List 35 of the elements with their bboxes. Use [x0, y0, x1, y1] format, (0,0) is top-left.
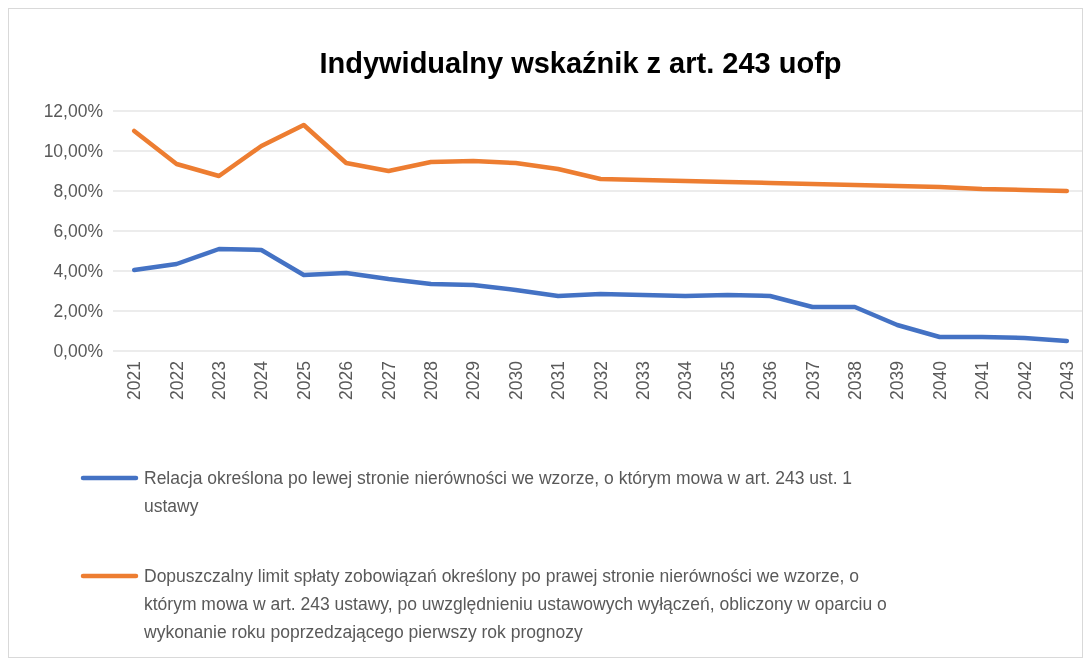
x-tick-label: 2029 [463, 361, 484, 400]
x-tick-label: 2028 [421, 361, 442, 400]
x-tick-label: 2041 [972, 361, 993, 400]
x-tick-label: 2040 [929, 360, 950, 400]
x-tick-label: 2021 [124, 361, 145, 400]
x-tick-label: 2037 [802, 361, 823, 400]
chart-title: Indywidualny wskaźnik z art. 243 uofp [319, 47, 842, 79]
y-tick-label: 8,00% [53, 181, 103, 202]
x-tick-label: 2023 [209, 361, 230, 400]
y-tick-label: 0,00% [53, 341, 103, 362]
x-tick-label: 2033 [633, 361, 654, 400]
x-tick-label: 2024 [251, 360, 272, 400]
y-tick-label: 6,00% [53, 221, 103, 242]
x-tick-label: 2027 [378, 361, 399, 400]
x-tick-label: 2026 [336, 361, 357, 400]
y-tick-label: 4,00% [53, 261, 103, 282]
x-tick-label: 2036 [760, 361, 781, 400]
x-tick-label: 2039 [887, 361, 908, 400]
x-tick-label: 2034 [675, 360, 696, 400]
x-tick-label: 2030 [505, 360, 526, 400]
x-tick-label: 2022 [166, 361, 187, 400]
y-tick-label: 10,00% [43, 141, 103, 162]
x-tick-label: 2032 [590, 361, 611, 400]
x-tick-label: 2031 [548, 361, 569, 400]
legend-label: Dopuszczalny limit spłaty zobowiązań określony po prawej stronie nierówności we wzorze, o którym mowa w art. 243 ustawy, po uwzględnieniu ustawowych wyłączeń, obliczony w oparciu o wykonanie roku poprzedzającego pierwszy rok prognozy [143, 566, 887, 642]
x-tick-label: 2042 [1014, 361, 1035, 400]
x-tick-label: 2043 [1056, 361, 1077, 400]
y-tick-label: 2,00% [53, 301, 103, 322]
x-tick-label: 2038 [844, 361, 865, 400]
legend-label: Relacja określona po lewej stronie nierówności we wzorze, o którym mowa w art. 243 ust. 1 ustawy [144, 468, 853, 516]
y-tick-label: 12,00% [43, 101, 103, 122]
line-series [131, 246, 1070, 344]
x-tick-label: 2025 [293, 361, 314, 400]
line-series [131, 122, 1070, 194]
x-tick-label: 2035 [717, 361, 738, 400]
